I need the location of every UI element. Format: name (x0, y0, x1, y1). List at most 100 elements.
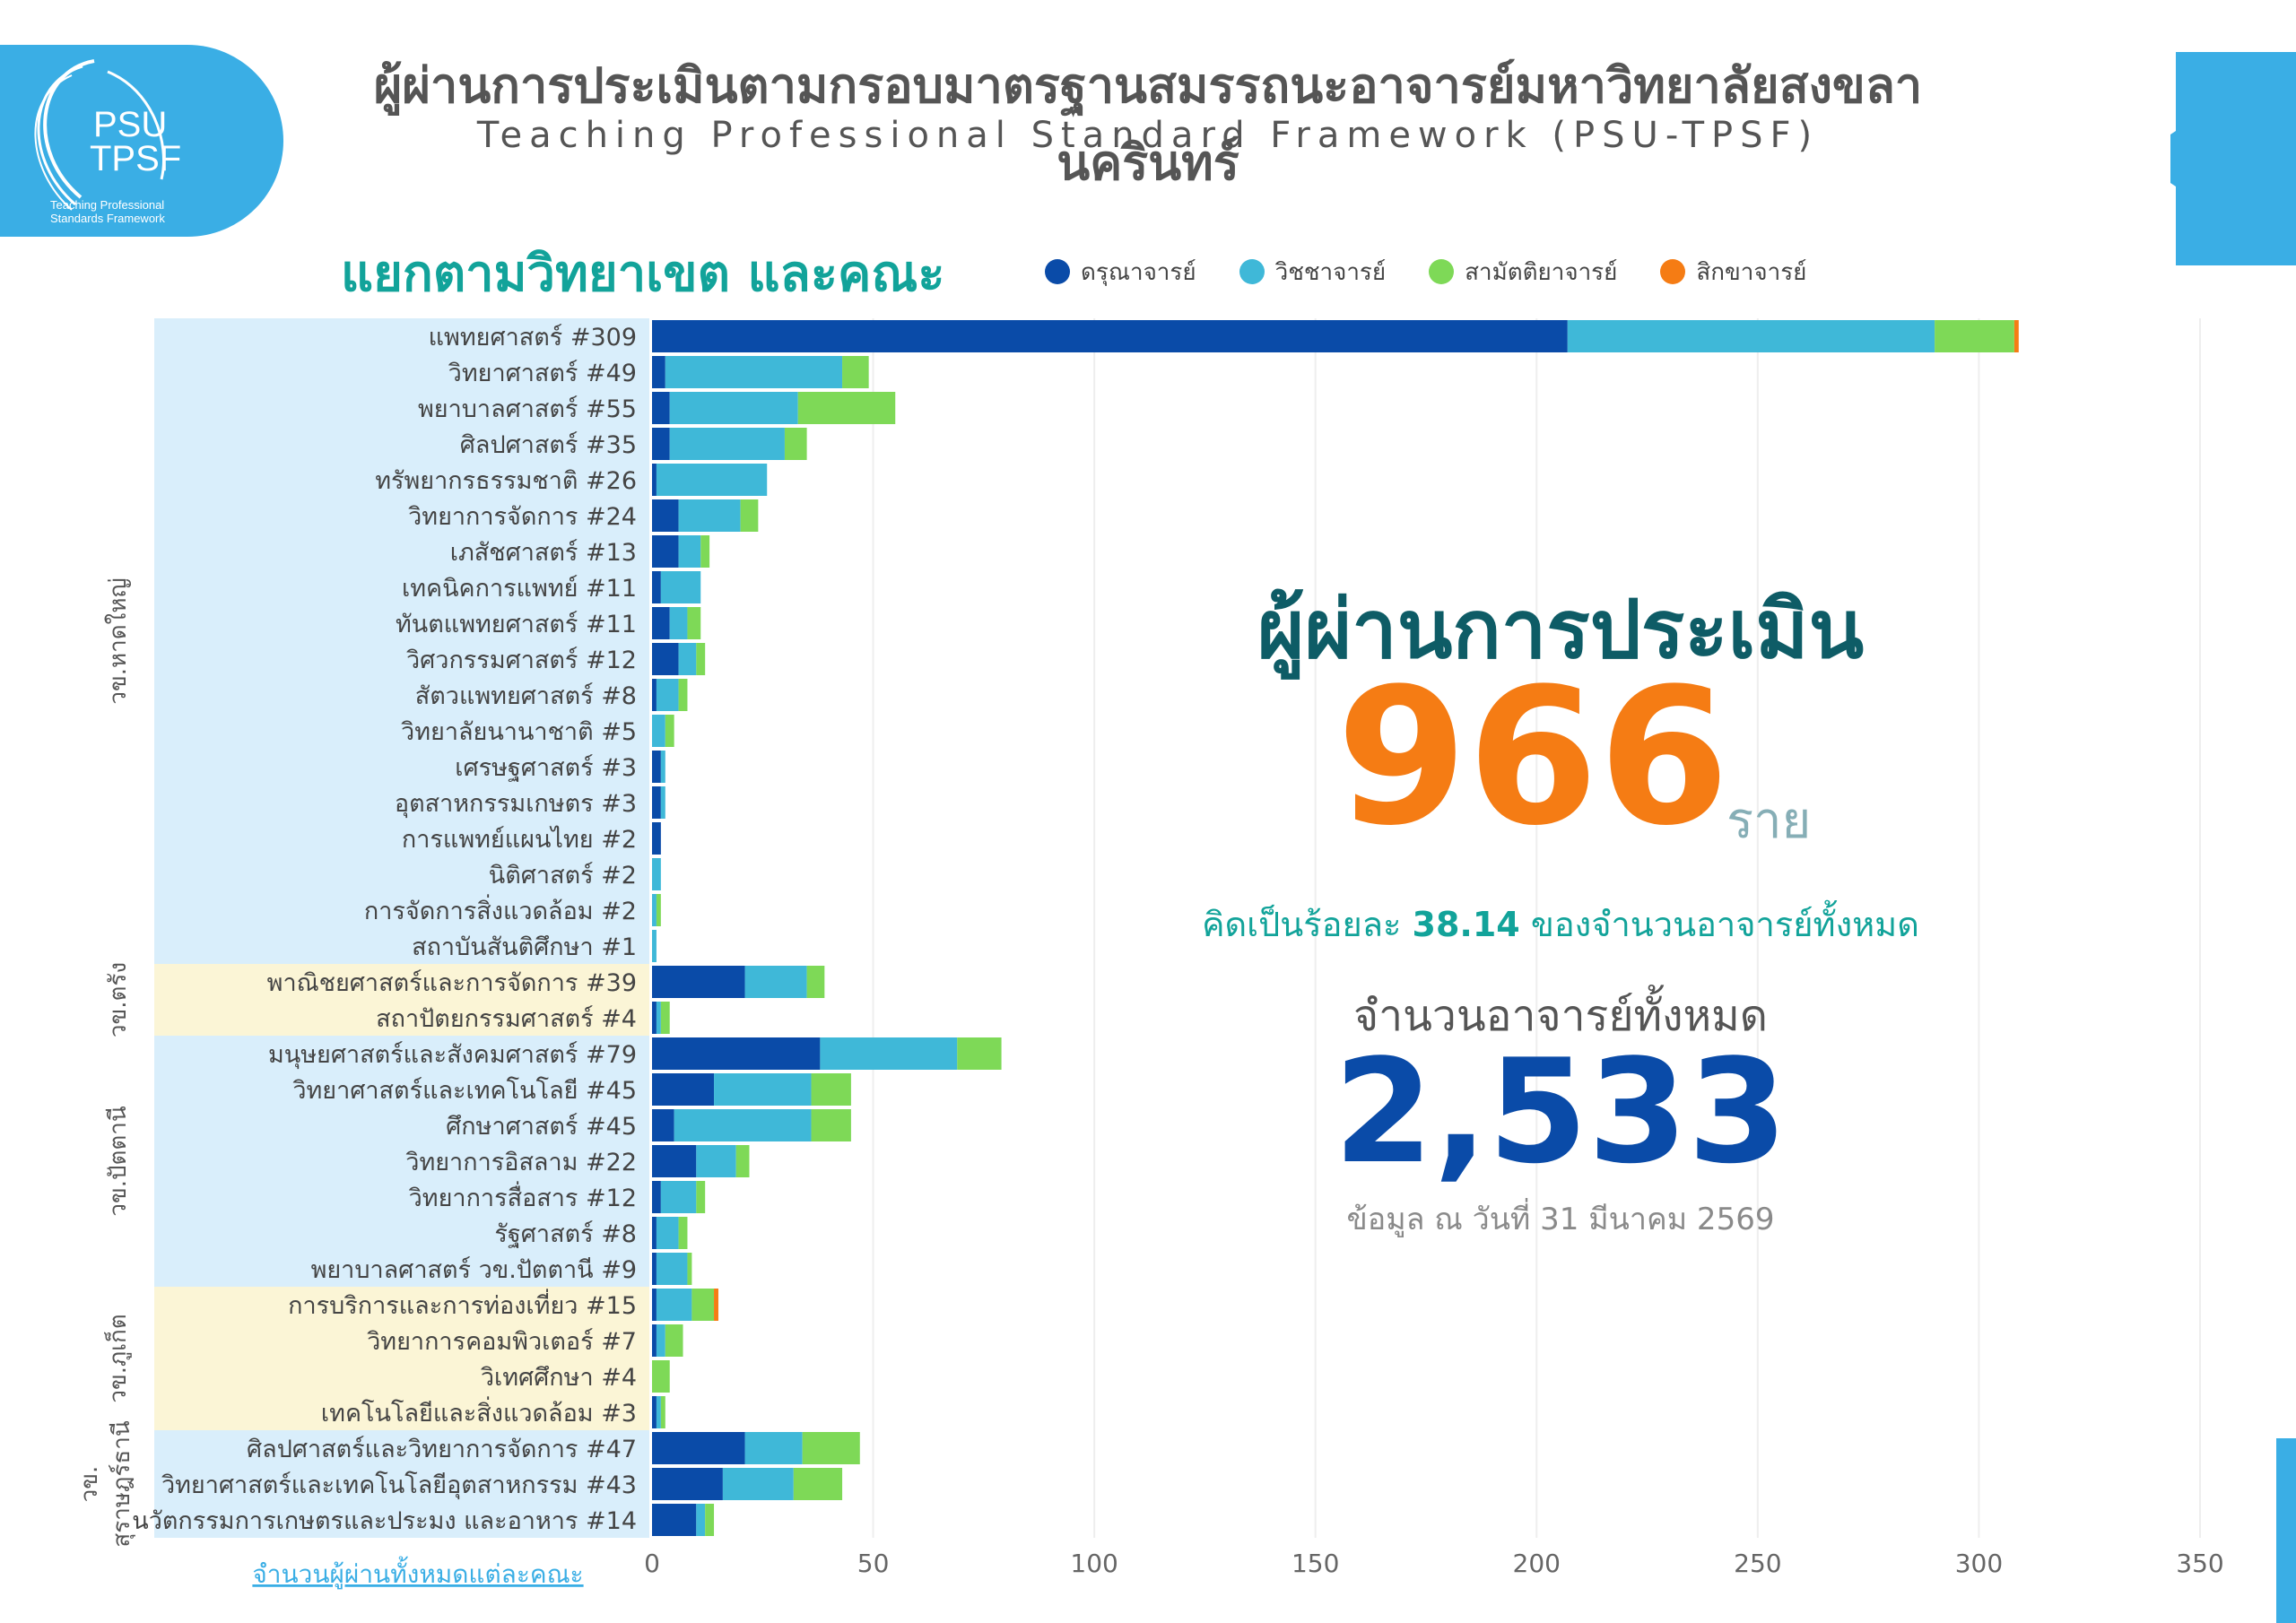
category-label: ศึกษาศาสตร์ #45 (446, 1112, 637, 1141)
bar-segment (678, 1217, 688, 1249)
campus-label: วข.หาดใหญ่ (105, 577, 132, 704)
bar-segment (696, 1145, 736, 1177)
bar-segment (652, 535, 679, 568)
bar-segment (660, 1002, 670, 1034)
bar-segment (793, 1468, 843, 1500)
legend-label: สามัตติยาจารย์ (1465, 258, 1618, 286)
bar-segment (652, 428, 670, 460)
bar-segment (652, 1217, 657, 1249)
x-axis-link[interactable]: จำนวนผู้ผ่านทั้งหมดแต่ละคณะ (252, 1556, 583, 1590)
category-label: อุตสาหกรรมเกษตร #3 (395, 790, 637, 819)
bar-segment (652, 1468, 723, 1500)
campus-band (154, 1430, 649, 1538)
bar-segment (744, 1432, 803, 1464)
legend-item-witchajarn: วิชชาจารย์ (1239, 254, 1386, 291)
highlight-title: ผู้ผ่านการประเมิน (1257, 583, 1865, 677)
campus-band (154, 318, 649, 964)
bar-segment (802, 1432, 860, 1464)
category-label: วิศวกรรมศาสตร์ #12 (406, 646, 637, 674)
legend-item-sikkhajarn: สิกขาจารย์ (1660, 254, 1806, 291)
bar-segment (842, 356, 869, 388)
data-as-of: ข้อมูล ณ วันที่ 31 มีนาคม 2569 (1346, 1202, 1775, 1237)
bar-segment (678, 643, 697, 675)
bar-segment (722, 1468, 794, 1500)
bar-segment (957, 1037, 1002, 1070)
x-tick-label: 200 (1513, 1549, 1561, 1578)
bar-segment (652, 356, 665, 388)
bar-segment (696, 1181, 706, 1213)
category-label: การจัดการสิ่งแวดล้อม #2 (364, 894, 637, 925)
category-label: นวัตกรรมการเกษตรและประมง และอาหาร #14 (132, 1507, 637, 1535)
bar-segment (806, 966, 825, 998)
category-label: พาณิชยศาสตร์และการจัดการ #39 (267, 968, 637, 997)
bar-segment (714, 1289, 718, 1321)
corner-decoration (2170, 52, 2296, 265)
category-label: ศิลปศาสตร์ #35 (460, 430, 637, 459)
bar-segment (660, 571, 701, 603)
logo-caption2: Standards Framework (50, 212, 165, 225)
category-label: ทรัพยากรธรรมชาติ #26 (375, 467, 637, 495)
bar-segment (652, 1109, 674, 1141)
bar-segment (820, 1037, 958, 1070)
bar-segment (652, 1504, 697, 1536)
category-label: วิทยาศาสตร์และเทคโนโลยี #45 (292, 1076, 637, 1105)
bar-segment (696, 643, 706, 675)
category-label: รัฐศาสตร์ #8 (494, 1219, 637, 1248)
category-label: วิทยาการอิสลาม #22 (405, 1149, 637, 1176)
bar-segment (652, 822, 661, 855)
category-label: วิทยาการคอมพิวเตอร์ #7 (367, 1327, 637, 1356)
bar-segment (1567, 320, 1935, 352)
bar-segment (656, 1289, 692, 1321)
legend-label: ดรุณาจารย์ (1081, 258, 1196, 286)
bar-segment (652, 1396, 657, 1428)
bar-segment (656, 1324, 665, 1357)
category-label: การบริการและการท่องเที่ยว #15 (288, 1289, 637, 1320)
legend-dot (1045, 259, 1070, 284)
category-label: วิทยาลัยนานาชาติ #5 (401, 718, 637, 746)
bar-segment (652, 1037, 821, 1070)
category-label: วิทยาการสื่อสาร #12 (409, 1181, 637, 1212)
logo-graphic: PSU TPSF Teaching Professional Standards… (34, 59, 181, 225)
x-tick-label: 300 (1955, 1549, 2003, 1578)
percent-value: 38.14 (1412, 905, 1520, 944)
bar-segment (656, 1253, 688, 1285)
bar-segment (652, 607, 670, 639)
bar-segment (652, 1181, 661, 1213)
page-subtitle: Teaching Professional Standard Framework… (476, 115, 1820, 156)
category-label: สถาบันสันติศึกษา #1 (412, 933, 637, 961)
campus-band (154, 1287, 649, 1430)
bar-segment (665, 715, 674, 747)
bar-segment (652, 499, 679, 532)
category-label: เภสัชศาสตร์ #13 (450, 538, 637, 567)
bar-segment (652, 1253, 657, 1285)
bar-segment (700, 535, 710, 568)
count-unit: ราย (1726, 792, 1812, 850)
edge-decoration (2276, 1438, 2296, 1623)
bar-segment (652, 930, 657, 962)
bar-segment (714, 1073, 812, 1106)
logo-caption1: Teaching Professional (50, 198, 164, 212)
legend-dot (1239, 259, 1265, 284)
passed-count: 966 (1336, 647, 1730, 867)
bar-segment (678, 499, 741, 532)
section-title: แยกตามวิทยาเขต และคณะ (341, 245, 945, 303)
bar-segment (652, 1360, 670, 1393)
bar-segment (696, 1504, 706, 1536)
bar-segment (652, 1324, 657, 1357)
bar-segment (652, 320, 1568, 352)
total-value: 2,533 (1333, 1028, 1788, 1195)
category-label: เทคโนโลยีและสิ่งแวดล้อม #3 (321, 1396, 637, 1428)
bar-segment (744, 966, 807, 998)
category-label: ทันตแพทยศาสตร์ #11 (396, 610, 637, 638)
bar-segment (652, 751, 661, 783)
bar-segment (652, 786, 661, 819)
percent-line: คิดเป็นร้อยละ 38.14 ของจำนวนอาจารย์ทั้งห… (1130, 897, 1991, 951)
bar-segment (652, 1289, 657, 1321)
bar-segment (652, 966, 745, 998)
category-label: พยาบาลศาสตร์ วข.ปัตตานี #9 (311, 1255, 637, 1284)
bar-segment (652, 1432, 745, 1464)
bar-segment (660, 1181, 697, 1213)
x-tick-label: 250 (1734, 1549, 1781, 1578)
category-label: วิทยาการจัดการ #24 (408, 503, 637, 531)
bar-segment (687, 1253, 692, 1285)
